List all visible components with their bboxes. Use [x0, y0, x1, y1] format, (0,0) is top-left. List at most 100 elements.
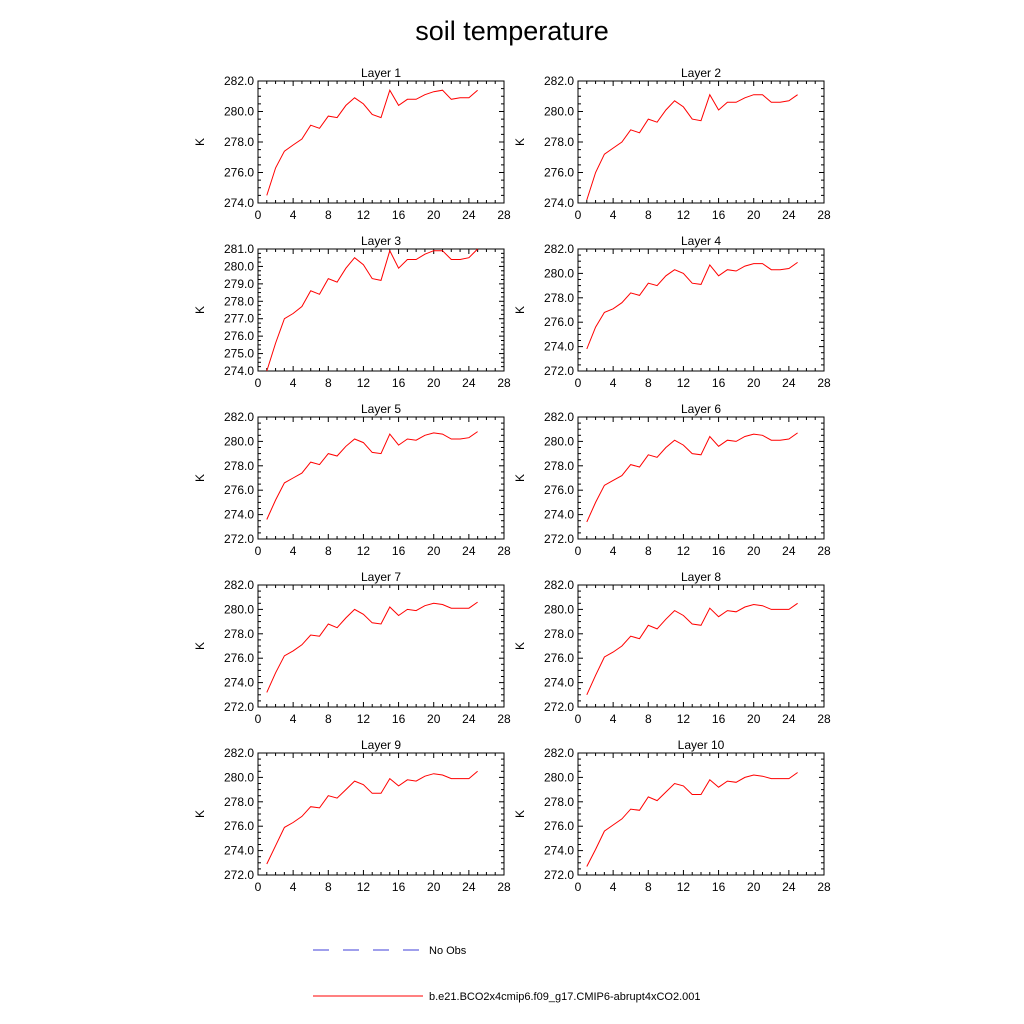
x-tick-label: 20	[427, 544, 441, 558]
x-tick-label: 12	[677, 208, 691, 222]
y-tick-label: 276.0	[544, 651, 574, 665]
y-tick-label: 277.0	[224, 312, 254, 326]
x-tick-label: 12	[677, 712, 691, 726]
y-axis-label: K	[513, 138, 527, 146]
x-tick-label: 12	[677, 880, 691, 894]
x-tick-label: 0	[575, 376, 582, 390]
x-tick-label: 24	[782, 712, 796, 726]
y-tick-label: 274.0	[224, 508, 254, 522]
x-tick-label: 8	[325, 712, 332, 726]
x-tick-label: 8	[325, 880, 332, 894]
series-line-model	[586, 602, 798, 696]
plot-frame	[257, 248, 505, 372]
y-tick-label: 278.0	[224, 459, 254, 473]
x-tick-label: 0	[575, 208, 582, 222]
y-tick-label: 278.0	[544, 135, 574, 149]
y-tick-label: 280.0	[224, 105, 254, 119]
y-axis-label: K	[193, 474, 207, 482]
plot-frame	[577, 248, 825, 372]
x-tick-label: 8	[645, 544, 652, 558]
series-line-model	[266, 88, 478, 196]
y-tick-label: 280.0	[224, 259, 254, 273]
x-tick-label: 4	[290, 376, 297, 390]
plot-frame	[577, 752, 825, 876]
x-tick-label: 12	[357, 208, 371, 222]
y-tick-label: 276.0	[544, 483, 574, 497]
x-tick-label: 0	[575, 712, 582, 726]
y-tick-label: 272.0	[544, 532, 574, 546]
series-line-model	[586, 93, 798, 201]
x-tick-label: 24	[462, 712, 476, 726]
x-tick-label: 20	[427, 208, 441, 222]
x-tick-label: 24	[782, 208, 796, 222]
y-tick-label: 278.0	[544, 291, 574, 305]
x-tick-label: 28	[497, 544, 511, 558]
x-tick-label: 28	[817, 712, 831, 726]
panel-title: Layer 5	[361, 402, 401, 416]
x-tick-label: 24	[782, 880, 796, 894]
y-tick-label: 272.0	[544, 868, 574, 882]
y-axis-label: K	[513, 474, 527, 482]
x-tick-label: 28	[497, 376, 511, 390]
y-axis-label: K	[193, 642, 207, 650]
panel-layer-8: Layer 8 K 0 4 8 12 16 20 24 28 272.0 274.0 276.0 278.…	[513, 570, 831, 726]
panel-layer-2: Layer 2 K 0 4 8 12 16 20 24 28 274.0 276.0 278.0 280.…	[513, 66, 831, 222]
y-tick-label: 272.0	[224, 700, 254, 714]
y-tick-label: 278.0	[544, 459, 574, 473]
plot-frame	[577, 584, 825, 708]
y-tick-label: 272.0	[544, 700, 574, 714]
y-tick-label: 276.0	[544, 166, 574, 180]
x-tick-label: 8	[325, 376, 332, 390]
y-tick-label: 282.0	[224, 74, 254, 88]
y-tick-label: 280.0	[544, 266, 574, 280]
x-tick-label: 8	[645, 208, 652, 222]
y-tick-label: 280.0	[544, 602, 574, 616]
plot-frame	[257, 752, 505, 876]
plot-frame	[577, 80, 825, 204]
x-tick-label: 0	[575, 880, 582, 894]
x-tick-label: 28	[817, 376, 831, 390]
x-tick-label: 12	[357, 376, 371, 390]
x-tick-label: 24	[782, 376, 796, 390]
x-tick-label: 28	[497, 208, 511, 222]
x-tick-label: 0	[255, 544, 262, 558]
y-axis-label: K	[513, 810, 527, 818]
legend: No Obs b.e21.BCO2x4cmip6.f09_g17.CMIP6-a…	[313, 945, 701, 1003]
y-tick-label: 278.0	[224, 135, 254, 149]
y-tick-label: 274.0	[544, 508, 574, 522]
y-tick-label: 282.0	[544, 578, 574, 592]
x-tick-label: 16	[392, 208, 406, 222]
x-tick-label: 4	[610, 208, 617, 222]
x-tick-label: 12	[357, 880, 371, 894]
y-tick-label: 272.0	[544, 364, 574, 378]
x-tick-label: 16	[712, 208, 726, 222]
plot-frame	[257, 80, 505, 204]
x-tick-label: 4	[610, 880, 617, 894]
panel-title: Layer 6	[681, 402, 721, 416]
x-tick-label: 4	[610, 712, 617, 726]
x-tick-label: 20	[427, 880, 441, 894]
panel-layer-6: Layer 6 K 0 4 8 12 16 20 24 28 272.0 274.0 276.0 278.…	[513, 402, 831, 558]
y-tick-label: 281.0	[224, 242, 254, 256]
x-tick-label: 16	[392, 376, 406, 390]
y-tick-label: 276.0	[544, 819, 574, 833]
y-tick-label: 274.0	[224, 844, 254, 858]
x-tick-label: 16	[392, 544, 406, 558]
x-tick-label: 16	[712, 544, 726, 558]
y-tick-label: 280.0	[544, 105, 574, 119]
series-line-model	[586, 432, 798, 523]
y-tick-label: 274.0	[544, 844, 574, 858]
y-tick-label: 276.0	[224, 651, 254, 665]
x-tick-label: 8	[325, 208, 332, 222]
y-tick-label: 282.0	[544, 746, 574, 760]
panel-title: Layer 9	[361, 738, 401, 752]
y-tick-label: 272.0	[224, 868, 254, 882]
x-tick-label: 28	[817, 544, 831, 558]
y-tick-label: 278.0	[224, 795, 254, 809]
x-tick-label: 8	[325, 544, 332, 558]
x-tick-label: 20	[747, 880, 761, 894]
y-tick-label: 280.0	[224, 770, 254, 784]
x-tick-label: 4	[610, 376, 617, 390]
y-tick-label: 282.0	[224, 578, 254, 592]
